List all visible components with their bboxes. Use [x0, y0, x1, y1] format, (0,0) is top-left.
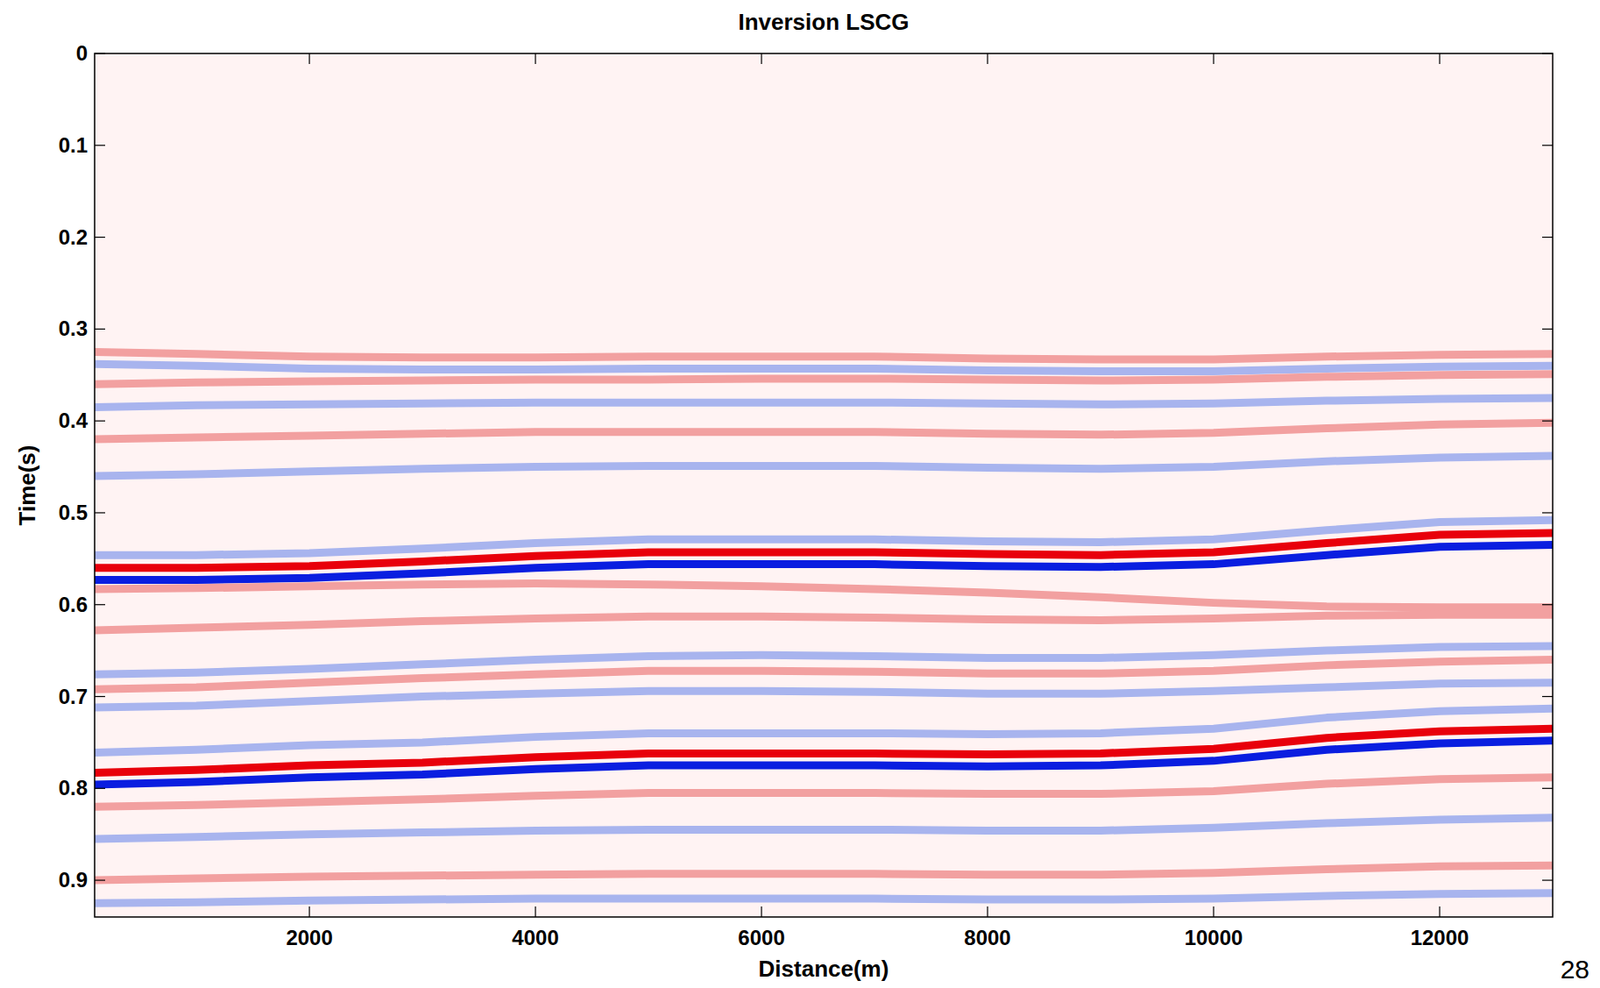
reflector	[94, 397, 1553, 407]
y-tick	[94, 144, 106, 146]
y-tick	[94, 52, 106, 54]
x-tick-label: 2000	[285, 925, 333, 949]
reflector	[94, 817, 1553, 839]
reflector	[94, 740, 1553, 785]
x-tick	[760, 53, 762, 64]
y-tick	[94, 695, 106, 697]
y-tick	[1542, 787, 1553, 789]
reflector	[94, 422, 1553, 439]
plot-background	[94, 53, 1553, 917]
reflector	[94, 682, 1553, 708]
x-tick	[308, 53, 310, 64]
x-tick-label: 4000	[511, 925, 559, 949]
y-tick-label: 0.5	[58, 500, 88, 524]
y-tick	[1542, 144, 1553, 146]
reflector	[94, 363, 1553, 371]
y-tick	[94, 878, 106, 880]
reflector	[94, 545, 1553, 581]
page-number: 28	[1560, 954, 1590, 984]
x-tick	[1212, 906, 1214, 917]
title: Inversion LSCG	[737, 8, 909, 36]
y-tick-label: 0.4	[58, 408, 89, 432]
x-tick	[1438, 906, 1440, 917]
reflector	[94, 583, 1553, 608]
x-tick	[534, 53, 536, 64]
y-tick	[1542, 695, 1553, 697]
y-tick-label: 0	[76, 41, 88, 65]
y-tick	[1542, 52, 1553, 54]
x-tick-label: 6000	[737, 925, 785, 949]
y-tick-label: 0.7	[58, 684, 88, 708]
y-tick-label: 0.9	[58, 867, 88, 892]
y-tick	[94, 511, 106, 513]
y-tick	[1542, 420, 1553, 422]
reflector	[94, 777, 1553, 808]
x-tick-label: 12000	[1410, 925, 1470, 949]
x-tick	[986, 906, 988, 917]
x-tick	[534, 906, 536, 917]
x-tick	[760, 906, 762, 917]
x-tick	[1212, 53, 1214, 64]
y-tick	[1542, 328, 1553, 330]
x-tick	[308, 906, 310, 917]
chart: 2000 4000 6000 8000 10000 12000 0 0.1 0.2 0.3 0.4 0…	[0, 0, 1600, 988]
y-tick-label: 0.8	[58, 775, 88, 800]
y-tick	[94, 236, 106, 238]
reflector	[94, 864, 1553, 880]
y-tick	[94, 420, 106, 422]
x-tick	[1438, 53, 1440, 64]
data-group	[94, 352, 1553, 904]
y-tick	[1542, 511, 1553, 513]
y-axis-title: Time(s)	[14, 445, 41, 526]
y-tick	[94, 603, 106, 605]
x-tick-label: 10000	[1184, 925, 1244, 949]
y-tick	[1542, 603, 1553, 605]
frame	[94, 53, 1553, 917]
reflector	[94, 455, 1553, 476]
y-tick-label: 0.3	[58, 316, 88, 340]
reflector	[94, 892, 1553, 904]
y-tick	[1542, 236, 1553, 238]
x-axis-title: Distance(m)	[758, 955, 890, 982]
x-tick	[986, 53, 988, 64]
x-tick-label: 8000	[963, 925, 1011, 949]
y-tick	[94, 328, 106, 330]
reflector	[94, 614, 1553, 631]
reflector	[94, 374, 1553, 385]
reflector	[94, 352, 1553, 360]
y-tick-label: 0.1	[58, 133, 88, 157]
y-tick-label: 0.2	[58, 225, 88, 249]
y-tick-label: 0.6	[58, 592, 88, 616]
y-tick	[1542, 878, 1553, 880]
y-tick	[94, 787, 106, 789]
